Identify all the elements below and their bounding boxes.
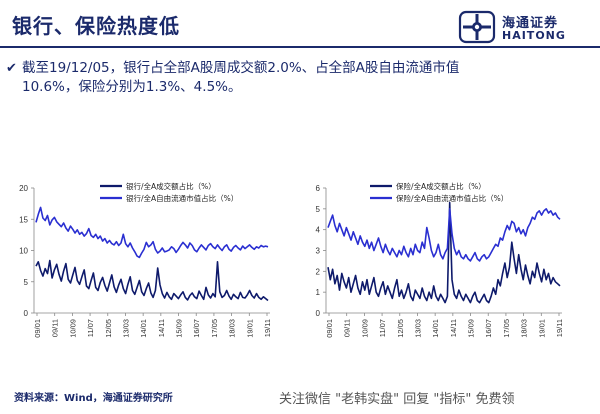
y-tick-label: 10	[19, 247, 28, 256]
x-tick-label: 14/11	[449, 319, 458, 337]
chart-bank: 0 5 10 15 20 09/01 09/11 10/09 11/07 12/05 13/03 14…	[8, 170, 278, 350]
page-title: 银行、保险热度低	[12, 14, 180, 38]
x-tick-label: 15/09	[467, 319, 476, 338]
x-tick-label: 11/07	[378, 319, 387, 337]
y-tick-label: 2	[316, 267, 321, 276]
y-tick-label: 5	[316, 205, 321, 214]
x-tick-label: 10/09	[360, 319, 369, 338]
x-tick-label: 09/11	[343, 319, 352, 337]
y-tick-label: 6	[316, 184, 321, 193]
x-tick-label: 16/07	[484, 319, 493, 338]
source-note: 资料来源：Wind，海通证券研究所	[14, 393, 173, 404]
legend-label: 银行/全A成交额占比（%）	[126, 181, 216, 191]
y-tick-label: 4	[316, 226, 321, 235]
y-tick-label: 5	[24, 278, 29, 287]
haitong-logo-icon	[458, 10, 496, 44]
y-tick-label: 20	[19, 184, 28, 193]
x-tick-label: 12/05	[104, 319, 113, 338]
watermark-text: 关注微信 "老韩实盘" 回复 "指标" 免费领	[279, 388, 515, 407]
y-tick-label: 0	[316, 309, 321, 318]
x-tick-label: 13/03	[413, 319, 422, 338]
logo-text-cn: 海通证券	[502, 16, 559, 31]
x-tick-label: 14/01	[139, 319, 148, 338]
check-icon: ✔	[6, 61, 17, 76]
x-tick-label: 13/03	[121, 319, 130, 338]
x-tick-label: 10/09	[68, 319, 77, 338]
summary-line-2: 10.6%，保险分别为1.3%、4.5%。	[22, 79, 242, 95]
x-tick-label: 17/05	[210, 319, 219, 338]
x-tick-label: 19/11	[555, 319, 564, 337]
x-tick-label: 18/03	[228, 319, 237, 338]
chart-insurance: 0 1 2 3 4 5 6 09/01 09/11 10/09 11/07 12/05 13/03 14/…	[300, 170, 570, 350]
x-tick-label: 09/01	[325, 319, 334, 338]
summary-line-1: 截至19/12/05，银行占全部A股周成交额2.0%、占全部A股自由流通市值	[22, 60, 460, 76]
x-tick-label: 16/07	[192, 319, 201, 338]
series-line-1	[35, 206, 269, 259]
series-line-0	[327, 201, 561, 304]
legend-label: 银行/全A自由流通市值占比（%）	[126, 193, 238, 203]
series-line-0	[35, 259, 269, 302]
series-line-1	[327, 207, 561, 262]
chart-insurance-svg: 0 1 2 3 4 5 6 09/01 09/11 10/09 11/07 12/05 13/03 14/…	[316, 181, 564, 338]
x-tick-label: 11/07	[86, 319, 95, 337]
haitong-logo: 海通证券 HAITONG	[458, 10, 578, 44]
x-tick-label: 09/01	[33, 319, 42, 338]
x-tick-label: 12/05	[396, 319, 405, 338]
x-tick-label: 15/09	[175, 319, 184, 338]
logo-text-en: HAITONG	[502, 29, 566, 42]
header-divider	[0, 46, 600, 48]
chart-bank-svg: 0 5 10 15 20 09/01 09/11 10/09 11/07 12/05 13/03 14…	[19, 181, 272, 338]
summary-bullet: ✔ 截至19/12/05，银行占全部A股周成交额2.0%、占全部A股自由流通市值…	[6, 59, 582, 97]
y-tick-label: 3	[316, 247, 321, 256]
x-tick-label: 19/01	[537, 319, 546, 338]
legend-label: 保险/全A成交额占比（%）	[396, 181, 486, 191]
x-tick-label: 19/01	[245, 319, 254, 338]
x-tick-label: 19/11	[263, 319, 272, 337]
y-tick-label: 1	[316, 288, 321, 297]
x-tick-label: 09/11	[51, 319, 60, 337]
y-tick-label: 15	[19, 215, 28, 224]
legend-label: 保险/全A自由流通市值占比（%）	[396, 193, 508, 203]
x-tick-label: 17/05	[502, 319, 511, 338]
x-tick-label: 14/01	[431, 319, 440, 338]
x-tick-label: 14/11	[157, 319, 166, 337]
y-tick-label: 0	[24, 309, 29, 318]
x-tick-label: 18/03	[520, 319, 529, 338]
